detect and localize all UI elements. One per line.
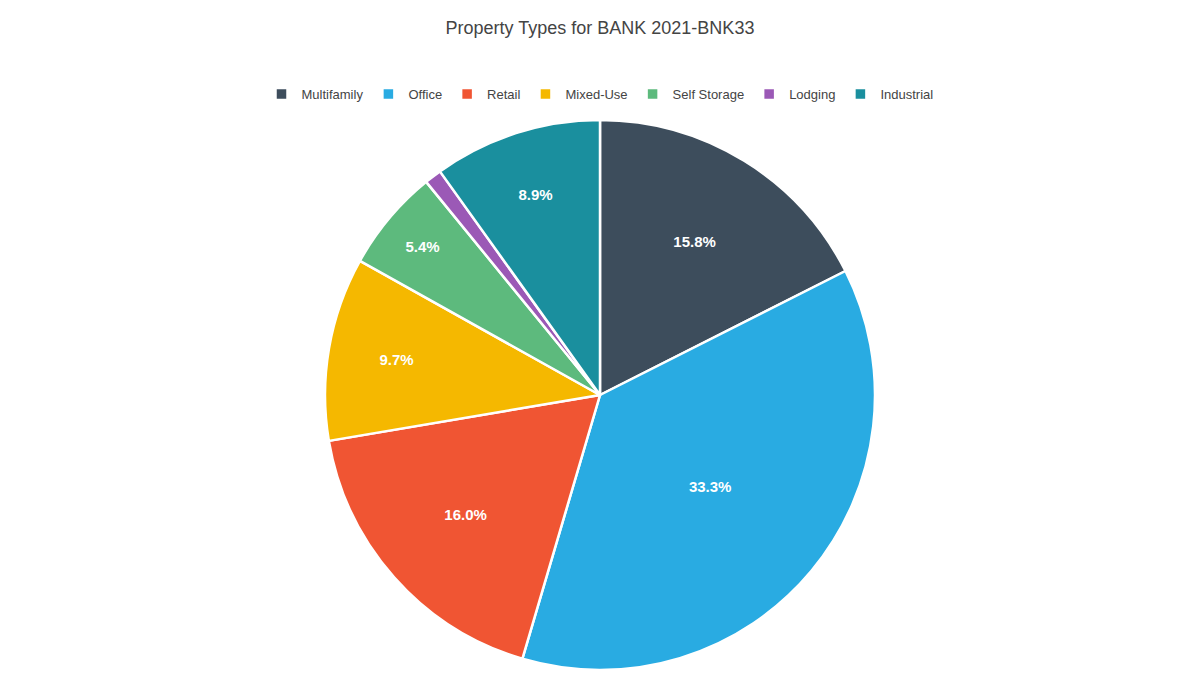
svg-text:5.4%: 5.4% [405, 238, 439, 255]
svg-text:Property Types for BANK 2021-B: Property Types for BANK 2021-BNK33 [446, 18, 755, 38]
svg-text:33.3%: 33.3% [689, 478, 732, 495]
svg-text:16.0%: 16.0% [444, 506, 487, 523]
svg-text:Mixed-Use: Mixed-Use [565, 87, 627, 102]
svg-text:Industrial: Industrial [880, 87, 933, 102]
svg-text:Office: Office [408, 87, 442, 102]
svg-text:Self Storage: Self Storage [673, 87, 745, 102]
svg-text:Lodging: Lodging [789, 87, 835, 102]
svg-text:8.9%: 8.9% [519, 186, 553, 203]
svg-text:Retail: Retail [487, 87, 520, 102]
svg-text:9.7%: 9.7% [379, 351, 413, 368]
svg-text:Multifamily: Multifamily [302, 87, 364, 102]
svg-text:15.8%: 15.8% [673, 233, 716, 250]
